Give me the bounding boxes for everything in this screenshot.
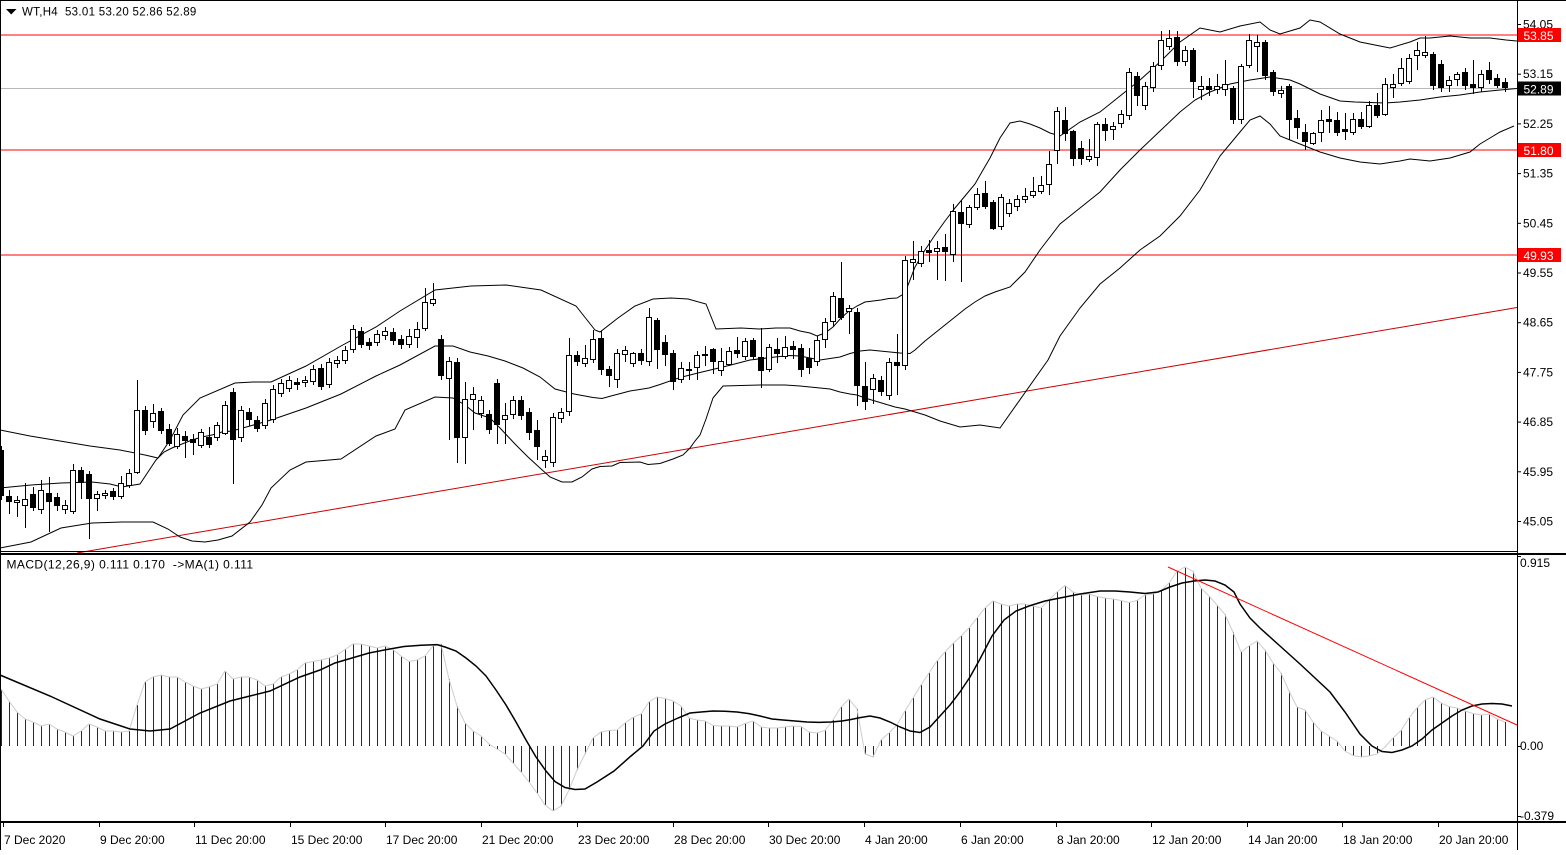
svg-text:52.25: 52.25	[1523, 117, 1553, 131]
svg-text:28 Dec 20:00: 28 Dec 20:00	[674, 833, 746, 847]
svg-text:47.75: 47.75	[1523, 365, 1553, 379]
svg-text:4 Jan 20:00: 4 Jan 20:00	[865, 833, 928, 847]
svg-text:45.95: 45.95	[1523, 465, 1553, 479]
svg-text:51.80: 51.80	[1524, 144, 1554, 158]
svg-text:45.05: 45.05	[1523, 515, 1553, 529]
svg-text:0.915: 0.915	[1520, 556, 1550, 570]
svg-text:-0.379: -0.379	[1520, 809, 1554, 823]
svg-text:9 Dec 20:00: 9 Dec 20:00	[100, 833, 165, 847]
svg-text:46.85: 46.85	[1523, 415, 1553, 429]
svg-text:WT,H4 53.01 53.20 52.86 52.89: WT,H4 53.01 53.20 52.86 52.89	[22, 7, 197, 19]
svg-text:11 Dec 20:00: 11 Dec 20:00	[195, 833, 266, 847]
svg-text:15 Dec 20:00: 15 Dec 20:00	[291, 833, 363, 847]
svg-text:52.89: 52.89	[1524, 83, 1554, 97]
svg-text:48.65: 48.65	[1523, 316, 1553, 330]
svg-text:18 Jan 20:00: 18 Jan 20:00	[1343, 833, 1413, 847]
svg-text:12 Jan 20:00: 12 Jan 20:00	[1152, 833, 1222, 847]
svg-text:6 Jan 20:00: 6 Jan 20:00	[961, 833, 1024, 847]
svg-text:53.15: 53.15	[1523, 67, 1553, 81]
svg-text:0.00: 0.00	[1520, 739, 1544, 753]
svg-text:7 Dec 2020: 7 Dec 2020	[4, 833, 66, 847]
svg-text:50.45: 50.45	[1523, 216, 1553, 230]
svg-text:20 Jan 20:00: 20 Jan 20:00	[1439, 833, 1509, 847]
svg-text:14 Jan 20:00: 14 Jan 20:00	[1248, 833, 1318, 847]
svg-text:51.35: 51.35	[1523, 167, 1553, 181]
svg-text:23 Dec 20:00: 23 Dec 20:00	[578, 833, 650, 847]
svg-text:MACD(12,26,9) 0.111 0.170 ->M: MACD(12,26,9) 0.111 0.170 ->MA(1) 0.111	[7, 558, 254, 572]
svg-text:21 Dec 20:00: 21 Dec 20:00	[482, 833, 554, 847]
svg-text:49.55: 49.55	[1523, 266, 1553, 280]
svg-text:8 Jan 20:00: 8 Jan 20:00	[1057, 833, 1120, 847]
svg-text:49.93: 49.93	[1524, 249, 1554, 263]
svg-text:30 Dec 20:00: 30 Dec 20:00	[769, 833, 841, 847]
svg-text:17 Dec 20:00: 17 Dec 20:00	[386, 833, 458, 847]
svg-text:53.85: 53.85	[1524, 29, 1554, 43]
